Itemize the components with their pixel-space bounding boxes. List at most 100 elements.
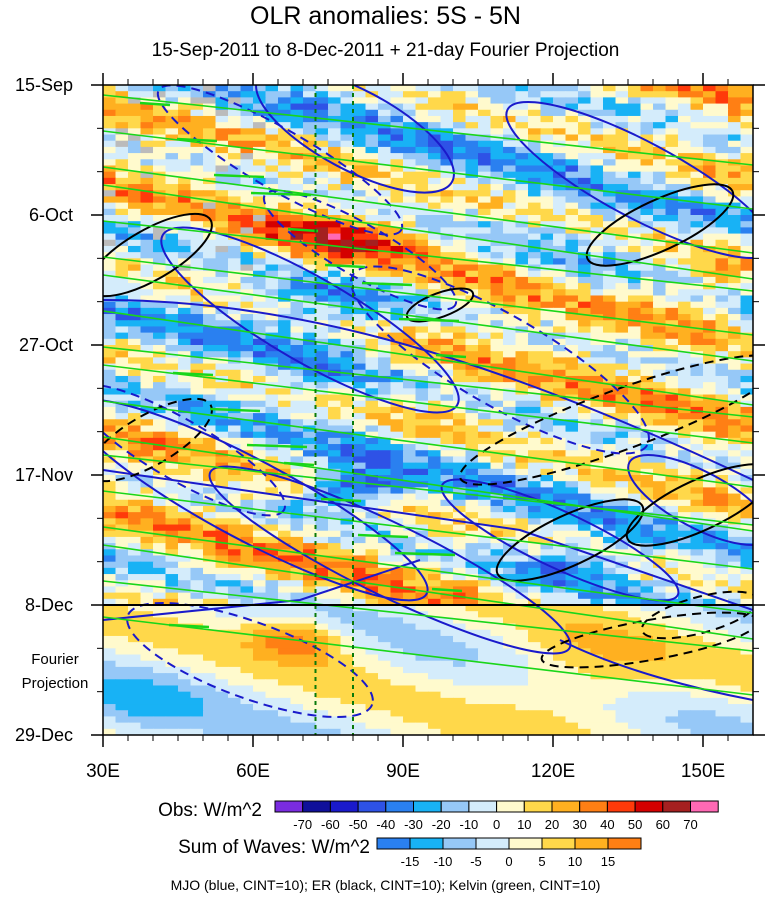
kelvin-contour — [103, 544, 753, 640]
kelvin-contour — [398, 317, 460, 323]
obs-colorbar-swatch — [440, 800, 470, 813]
kelvin-contour — [431, 587, 463, 593]
kelvin-contour — [283, 461, 315, 467]
kelvin-contour — [209, 407, 261, 413]
waves-colorbar-label: Sum of Waves: W/m^2 — [178, 837, 370, 858]
mjo-contour — [103, 559, 421, 621]
er-contour — [625, 463, 753, 547]
obs-colorbar-swatch — [357, 800, 387, 813]
kelvin-contour — [103, 184, 753, 280]
obs-colorbar-swatch — [551, 800, 581, 813]
olr-anomaly-field — [103, 85, 753, 735]
mjo-contour — [262, 189, 458, 311]
contour-legend-text: MJO (blue, CINT=10); ER (black, CINT=10)… — [170, 877, 601, 893]
x-tick-label: 60E — [236, 761, 270, 782]
kelvin-contour — [103, 526, 753, 614]
waves-colorbar-swatch — [541, 837, 576, 850]
projection-label: Fourier — [31, 651, 79, 668]
kelvin-contour — [103, 220, 753, 292]
obs-colorbar-level: -60 — [321, 817, 340, 832]
er-contour — [405, 287, 475, 323]
obs-colorbar-swatch — [274, 800, 304, 813]
er-contour — [585, 183, 735, 267]
obs-colorbar-swatch — [413, 800, 442, 813]
obs-colorbar-level: -30 — [404, 817, 423, 832]
waves-colorbar-swatch — [574, 837, 609, 850]
kelvin-contour — [103, 274, 753, 362]
obs-colorbar-swatch — [606, 800, 636, 813]
obs-colorbar-swatch — [329, 800, 359, 813]
obs-colorbar-swatch — [523, 800, 553, 813]
er-contour — [458, 354, 753, 486]
mjo-contour — [103, 383, 286, 517]
obs-colorbar: -70 -60 -50 -40 -30 -20 -10 0 10 20 30 40 50 60 70 Obs:… — [158, 800, 719, 832]
obs-colorbar-level: 20 — [545, 817, 559, 832]
obs-colorbar-level: 50 — [628, 817, 642, 832]
waves-colorbar-swatch — [607, 837, 642, 850]
wave-contours — [103, 85, 753, 735]
obs-colorbar-swatch — [662, 800, 691, 813]
waves-colorbar-level: -15 — [401, 854, 420, 869]
mjo-contour — [103, 299, 753, 481]
kelvin-contour — [103, 454, 753, 526]
kelvin-contour — [103, 580, 753, 652]
kelvin-contour — [394, 551, 456, 557]
kelvin-contour — [103, 346, 753, 418]
mjo-contour — [559, 639, 753, 701]
kelvin-contour — [324, 263, 366, 269]
mjo-contour — [440, 478, 680, 602]
kelvin-contour — [139, 101, 171, 107]
y-tick-label: 6-Oct — [29, 205, 73, 225]
waves-colorbar-swatch — [376, 837, 411, 850]
kelvin-contour — [103, 364, 753, 444]
waves-colorbar-level: -5 — [470, 854, 482, 869]
obs-colorbar-label: Obs: W/m^2 — [158, 800, 262, 821]
kelvin-contour — [103, 130, 753, 210]
obs-colorbar-swatch — [690, 800, 719, 813]
obs-colorbar-level: -20 — [432, 817, 451, 832]
kelvin-contour — [320, 497, 362, 503]
kelvin-contour — [176, 137, 218, 143]
kelvin-contour — [103, 256, 753, 336]
obs-colorbar-level: -70 — [293, 817, 312, 832]
kelvin-contour — [103, 490, 753, 570]
waves-colorbar-level: 10 — [568, 854, 582, 869]
waves-colorbar-level: 0 — [505, 854, 512, 869]
kelvin-contour — [103, 616, 753, 696]
obs-colorbar-swatch — [496, 800, 525, 813]
kelvin-contour — [168, 623, 210, 629]
kelvin-contour — [246, 443, 308, 449]
waves-colorbar: -15 -10 -5 0 5 10 15 Sum of Waves: W/m^2 — [178, 837, 642, 869]
obs-colorbar-level: -10 — [460, 817, 479, 832]
y-tick-label: 8-Dec — [25, 595, 73, 615]
y-tick-label: 15-Sep — [15, 75, 73, 95]
er-contour — [495, 498, 645, 582]
waves-colorbar-swatch — [442, 837, 477, 850]
obs-colorbar-swatch — [579, 800, 608, 813]
waves-colorbar-level: 5 — [538, 854, 545, 869]
waves-colorbar-level: -10 — [434, 854, 453, 869]
y-tick-label: 27-Oct — [19, 335, 73, 355]
kelvin-contour — [103, 166, 753, 254]
x-tick-label: 150E — [681, 761, 725, 782]
obs-colorbar-level: -50 — [349, 817, 368, 832]
y-tick-label: 17-Nov — [15, 465, 73, 485]
kelvin-contour — [357, 533, 409, 539]
waves-colorbar-swatch — [508, 837, 543, 850]
waves-colorbar-level: 15 — [601, 854, 615, 869]
kelvin-contour — [361, 281, 413, 287]
kelvin-contour — [213, 173, 265, 179]
waves-colorbar-swatch — [475, 837, 510, 850]
obs-colorbar-swatch — [468, 800, 498, 813]
kelvin-contour — [103, 400, 753, 488]
chart-title: OLR anomalies: 5S - 5N — [250, 2, 521, 30]
kelvin-contour — [103, 436, 753, 532]
waves-colorbar-swatch — [409, 837, 444, 850]
obs-colorbar-level: 70 — [683, 817, 697, 832]
obs-colorbar-level: 60 — [656, 817, 670, 832]
y-tick-label: 29-Dec — [15, 725, 73, 745]
mjo-contour — [156, 85, 404, 236]
obs-colorbar-swatch — [302, 800, 331, 813]
er-contour — [540, 611, 753, 669]
mjo-contour — [126, 601, 374, 719]
